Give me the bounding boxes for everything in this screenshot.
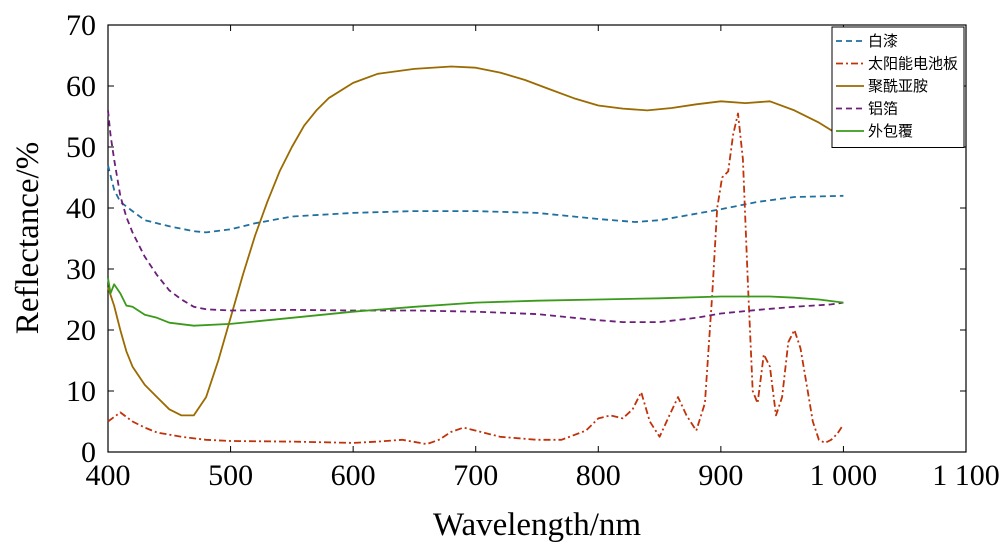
plot-frame — [107, 24, 967, 453]
series-line-3 — [107, 65, 844, 417]
legend-box — [831, 26, 965, 148]
y-tick-label: 0 — [81, 436, 96, 469]
series-line-2 — [107, 112, 845, 445]
series-line-4 — [107, 110, 844, 323]
x-tick-label: 600 — [331, 459, 376, 492]
x-axis-title: Wavelength/nm — [433, 507, 641, 543]
x-tick-label: 900 — [698, 459, 743, 492]
x-tick-label: 500 — [208, 459, 253, 492]
x-tick-label: 800 — [576, 459, 621, 492]
y-tick-label: 60 — [66, 70, 96, 103]
x-tick-label: 1 000 — [810, 459, 878, 492]
y-axis-title: Reflectance/% — [10, 142, 46, 334]
y-tick-label: 30 — [66, 253, 96, 286]
y-tick-label: 40 — [66, 192, 96, 225]
series-line-5 — [107, 277, 844, 327]
legend-label: 铝箔 — [868, 100, 898, 118]
series-layer — [107, 65, 845, 445]
x-tick-label: 700 — [453, 459, 498, 492]
y-tick-label: 20 — [66, 314, 96, 347]
x-tick-label: 1 100 — [932, 459, 1000, 492]
legend-label: 太阳能电池板 — [868, 55, 958, 73]
legend-label: 聚酰亚胺 — [868, 77, 928, 95]
series-line-1 — [107, 165, 844, 234]
axis-ticks: 400 500 600 700 800 900 1 000 1 100010203040506… — [66, 9, 1000, 492]
y-tick-label: 10 — [66, 375, 96, 408]
y-tick-label: 50 — [66, 131, 96, 164]
x-tick-label: 400 — [86, 459, 131, 492]
legend-label: 外包覆 — [868, 122, 913, 140]
legend-label: 白漆 — [868, 32, 898, 50]
y-tick-label: 70 — [66, 9, 96, 42]
